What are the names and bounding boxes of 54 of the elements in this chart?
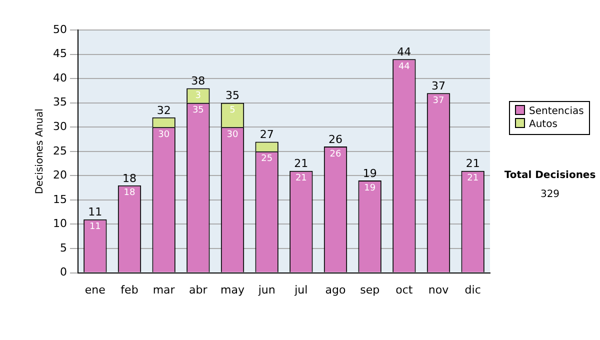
y-tick-label: 25 bbox=[52, 144, 67, 158]
total-label: 38 bbox=[191, 74, 206, 88]
y-tick-label: 30 bbox=[52, 120, 67, 133]
y-axis-title: Decisiones Anual bbox=[34, 108, 46, 194]
x-tick-label: may bbox=[220, 283, 245, 296]
data-label: 26 bbox=[330, 149, 342, 160]
y-tick-label: 5 bbox=[60, 241, 67, 254]
total-label: 37 bbox=[432, 79, 446, 92]
total-label: 21 bbox=[294, 157, 308, 170]
x-tick-label: ago bbox=[325, 283, 346, 296]
legend-label: Autos bbox=[528, 118, 558, 131]
data-label: 5 bbox=[230, 106, 236, 116]
y-tick-label: 40 bbox=[52, 71, 67, 84]
legend-label: Sentencias bbox=[528, 105, 584, 118]
y-tick-label: 15 bbox=[52, 192, 67, 206]
data-label: 30 bbox=[226, 130, 238, 140]
x-tick-label: jul bbox=[294, 283, 308, 296]
x-tick-label: oct bbox=[396, 283, 414, 296]
total-label: 21 bbox=[466, 157, 480, 170]
total-label: 26 bbox=[328, 132, 342, 146]
data-label: 11 bbox=[89, 222, 101, 232]
data-label: 37 bbox=[432, 96, 444, 106]
x-tick-label: dic bbox=[464, 283, 481, 296]
x-tick-label: mar bbox=[152, 283, 176, 296]
x-tick-label: abr bbox=[189, 283, 208, 296]
y-tick-label: 20 bbox=[52, 168, 67, 182]
x-tick-label: sep bbox=[360, 283, 380, 296]
total-label: 32 bbox=[156, 104, 171, 117]
data-label: 21 bbox=[295, 174, 307, 184]
total-label: 11 bbox=[88, 206, 102, 219]
data-label: 18 bbox=[124, 188, 136, 198]
data-label: 35 bbox=[192, 106, 204, 116]
y-tick-label: 0 bbox=[60, 266, 67, 279]
data-label: 19 bbox=[364, 183, 376, 194]
data-label: 44 bbox=[398, 62, 410, 72]
y-tick-label: 45 bbox=[52, 47, 67, 60]
data-label: 21 bbox=[467, 174, 479, 184]
y-tick-label: 35 bbox=[52, 96, 67, 109]
text: 329 bbox=[539, 189, 561, 200]
y-tick-label: 10 bbox=[52, 217, 67, 230]
x-tick-label: feb bbox=[120, 283, 138, 296]
data-label: 25 bbox=[261, 154, 273, 164]
y-tick-label: 50 bbox=[52, 22, 67, 36]
x-tick-label: ene bbox=[84, 283, 106, 296]
data-label: 3 bbox=[195, 91, 202, 102]
total-label: 44 bbox=[397, 45, 412, 58]
x-tick-label: nov bbox=[428, 283, 450, 296]
total-label: 35 bbox=[226, 89, 240, 102]
total-label: 19 bbox=[362, 166, 377, 180]
x-tick-label: jun bbox=[257, 283, 276, 296]
text: Total Decisiones bbox=[503, 170, 597, 181]
total-label: 18 bbox=[122, 172, 136, 185]
data-label: 30 bbox=[158, 130, 170, 140]
total-label: 27 bbox=[260, 128, 274, 142]
